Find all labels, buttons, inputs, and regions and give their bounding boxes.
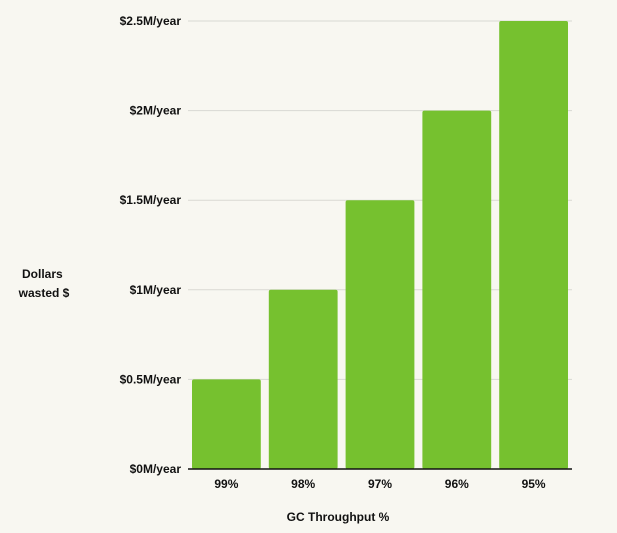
x-tick-label: 99% <box>214 477 238 491</box>
bar <box>192 379 261 469</box>
y-tick-label: $1M/year <box>130 283 182 297</box>
y-axis-title-line-1: Dollars <box>22 267 63 281</box>
y-axis-title: Dollars wasted $ <box>18 267 70 300</box>
x-axis-title: GC Throughput % <box>287 510 390 524</box>
bar <box>499 21 568 469</box>
y-axis-title-line-2: wasted $ <box>18 286 70 300</box>
bar <box>268 289 338 469</box>
x-tick-label: 96% <box>445 477 469 491</box>
bar <box>345 200 415 469</box>
x-tick-label: 97% <box>368 477 392 491</box>
x-tick-label: 95% <box>522 477 546 491</box>
bar <box>422 110 492 469</box>
bars <box>192 21 568 469</box>
y-tick-label: $1.5M/year <box>120 193 182 207</box>
y-tick-label: $2.5M/year <box>120 14 182 28</box>
y-tick-label: $2M/year <box>130 104 182 118</box>
y-tick-label: $0.5M/year <box>120 372 182 386</box>
x-tick-labels: 99% 98% 97% 96% 95% <box>214 477 546 491</box>
x-tick-label: 98% <box>291 477 315 491</box>
y-tick-labels: $0M/year $0.5M/year $1M/year $1.5M/year $2M/… <box>120 14 182 476</box>
y-tick-label: $0M/year <box>130 462 182 476</box>
